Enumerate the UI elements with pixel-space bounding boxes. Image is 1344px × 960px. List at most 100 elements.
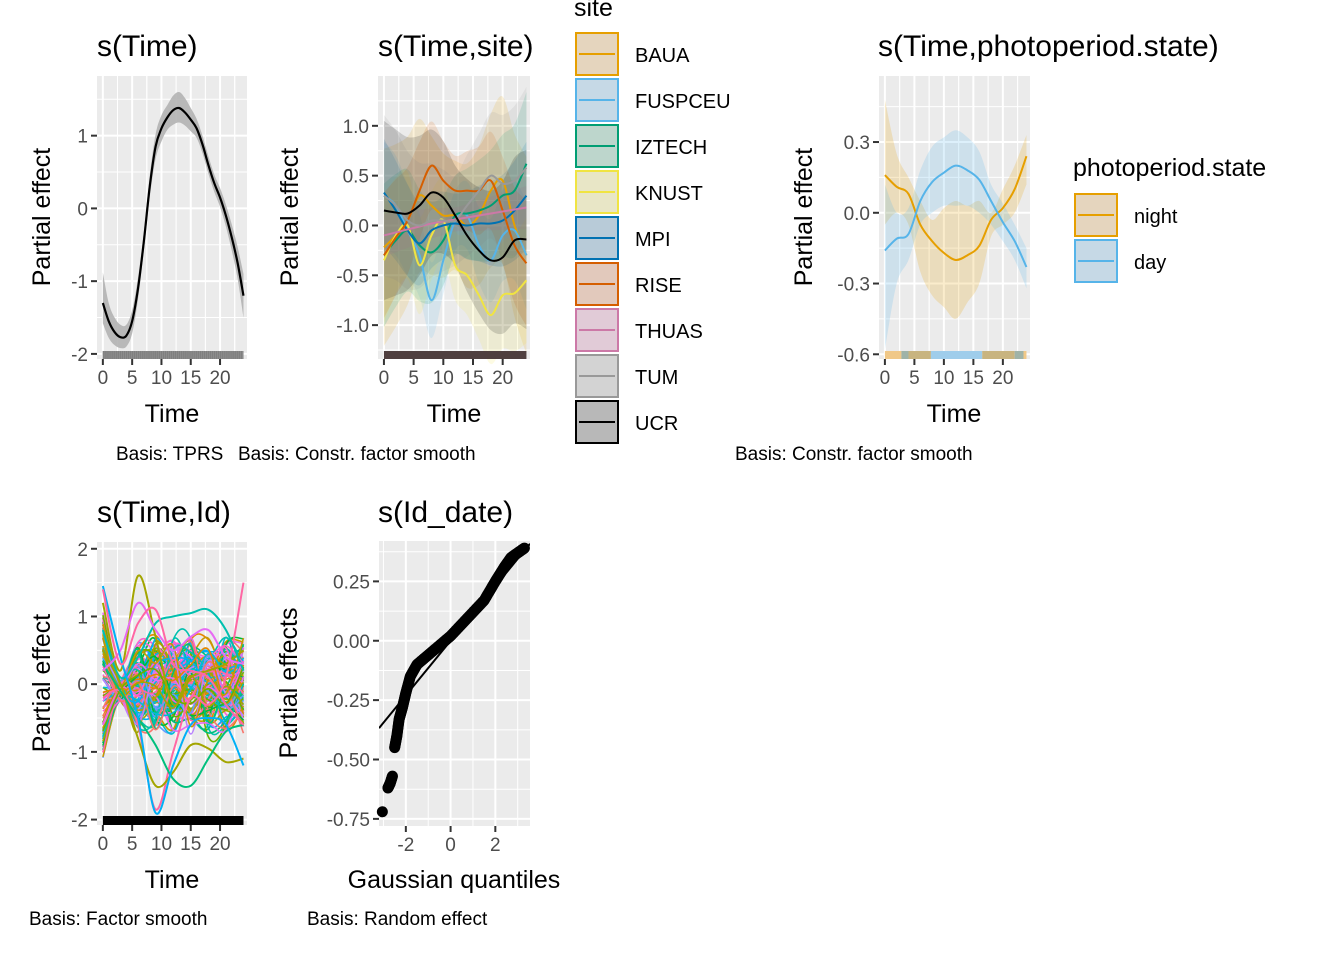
panel-title: s(Time): [97, 30, 198, 63]
line-tum: [383, 167, 528, 227]
legend-item-mpi: MPI: [575, 216, 671, 260]
legend-title: site: [574, 0, 613, 22]
legend-item-tum: TUM: [575, 354, 678, 398]
panel-s-time: s(Time) 0 5 10 15 20-2-101 Time Partial effe…: [28, 30, 247, 465]
x-tick-label: -2: [397, 835, 414, 856]
line-ucr: [383, 191, 527, 262]
legend-item-baua: BAUA: [575, 32, 690, 76]
plot-background: [879, 76, 1030, 359]
x-tick-label: 15: [180, 834, 201, 855]
id-highlight-2: [102, 582, 245, 811]
x-axis-title: Time: [145, 400, 200, 428]
x-tick-label: 5: [408, 368, 419, 389]
legend-item-rise: RISE: [575, 262, 682, 306]
ribbon-iztech: [383, 91, 527, 328]
id-highlight-7: [101, 585, 245, 815]
y-tick-label: -0.3: [837, 275, 870, 296]
quantile-point: [518, 542, 530, 554]
line-night: [884, 155, 1028, 261]
ribbon-mpi: [383, 138, 527, 286]
x-tick-label: 20: [492, 368, 513, 389]
y-axis-title: Partial effect: [28, 614, 56, 753]
gridlines: [97, 76, 247, 359]
x-tick-label: 10: [151, 368, 172, 389]
id-highlight-1: [101, 574, 245, 707]
y-axis-title: Partial effects: [275, 607, 303, 758]
legend-label: THUAS: [635, 321, 703, 343]
y-tick-label: -2: [71, 811, 88, 832]
rug-segment: [982, 351, 1015, 359]
ribbon-tum: [383, 86, 527, 291]
x-tick-label: 20: [209, 834, 230, 855]
smooth-line: [101, 106, 245, 339]
ribbon-ucr: [383, 120, 527, 335]
legend-title: photoperiod.state: [1073, 154, 1266, 182]
x-tick-label: 20: [992, 368, 1013, 389]
ribbon-baua: [383, 96, 527, 355]
ribbon-fuspceu: [383, 141, 527, 339]
plot-marks: [101, 574, 245, 825]
basis-caption: Basis: Constr. factor smooth: [735, 444, 973, 465]
y-tick-label: 0.0: [343, 216, 369, 237]
x-tick-label: 20: [209, 368, 230, 389]
y-tick-label: -0.5: [336, 266, 369, 287]
panel-title: s(Time,photoperiod.state): [878, 30, 1219, 63]
panel-title: s(Time,Id): [97, 496, 231, 529]
rug-segment: [930, 351, 983, 359]
y-tick-label: -0.6: [837, 345, 870, 366]
quantile-point: [376, 806, 388, 818]
legend-item-knust: KNUST: [575, 170, 703, 214]
y-axis-title: Partial effect: [790, 148, 818, 287]
x-tick-label: 15: [462, 368, 483, 389]
legend-label: IZTECH: [635, 137, 707, 159]
rug: [102, 351, 244, 359]
panel-s-time-site: s(Time,site) 0 5 10 15 20 -1.0 -0.5 0.0 0.5 1.0 T…: [238, 0, 731, 465]
panel-title: s(Time,site): [378, 30, 534, 63]
id-curve: [102, 666, 245, 732]
id-highlight-6: [102, 601, 244, 672]
panel-s-time-photoperiod: s(Time,photoperiod.state) 0 5 10 15 20 -0.6 -0…: [735, 30, 1266, 465]
rug-segment: [884, 351, 902, 359]
y-tick-label: 2: [77, 540, 88, 561]
rug: [383, 351, 527, 359]
x-tick-label: 15: [180, 368, 201, 389]
line-knust: [383, 218, 528, 317]
id-highlight-5: [102, 663, 244, 789]
y-axis-title: Partial effect: [28, 148, 56, 287]
legend-item-iztech: IZTECH: [575, 124, 707, 168]
id-lines: [101, 574, 245, 815]
x-tick-label: 2: [490, 835, 501, 856]
legend-label: night: [1134, 206, 1178, 228]
legend-label: RISE: [635, 275, 682, 297]
y-tick-label: 0.25: [333, 572, 370, 593]
x-tick-label: 0: [445, 835, 456, 856]
id-curve: [102, 659, 245, 753]
ribbon-night: [884, 99, 1027, 319]
legend-item-thuas: THUAS: [575, 308, 703, 352]
plot-marks: [383, 86, 528, 365]
x-tick-label: 10: [151, 834, 172, 855]
y-tick-label: 1: [77, 127, 88, 148]
x-tick-label: 0: [880, 368, 891, 389]
x-tick-label: 15: [963, 368, 984, 389]
legend-item-fuspceu: FUSPCEU: [575, 78, 731, 122]
plot-marks: [376, 542, 530, 818]
legend-item-ucr: UCR: [575, 400, 678, 444]
ribbon-day: [884, 130, 1027, 350]
x-tick-label: 5: [127, 834, 138, 855]
legend-item-night: night: [1074, 193, 1178, 237]
rug: [102, 816, 244, 825]
id-curve: [102, 660, 245, 725]
rug-segment: [908, 351, 931, 359]
y-tick-label: 0.3: [844, 133, 870, 154]
id-curve: [102, 642, 245, 730]
basis-caption: Basis: Factor smooth: [29, 909, 207, 930]
quantile-point: [386, 770, 398, 782]
x-axis-title: Time: [427, 400, 482, 428]
rug-segment: [901, 351, 909, 359]
y-tick-label: 0.0: [844, 204, 870, 225]
x-tick-label: 10: [433, 368, 454, 389]
legend-label: BAUA: [635, 45, 690, 67]
